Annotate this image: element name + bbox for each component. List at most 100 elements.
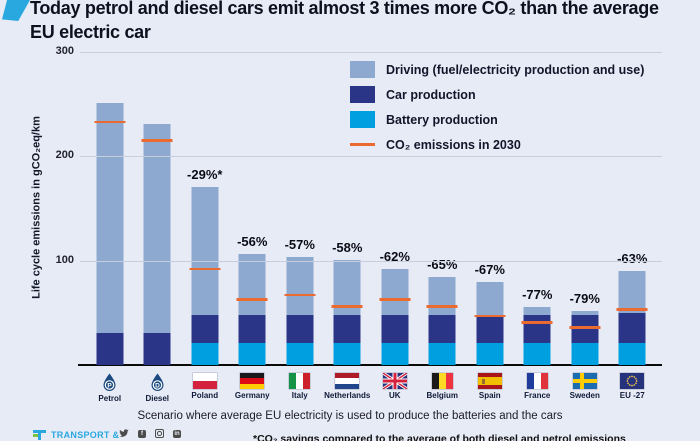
- bar-segment: [428, 343, 456, 365]
- twitter-icon: [119, 429, 129, 437]
- bar-segment: [476, 343, 504, 365]
- bar-column-sweden: -79%: [561, 52, 609, 365]
- flag-spain-icon: [477, 373, 502, 389]
- bar-stack: [286, 256, 314, 365]
- bar-segment: [618, 271, 646, 313]
- co2-2030-marker: [474, 314, 506, 318]
- bar-column-italy: -57%: [276, 52, 324, 365]
- bar-segment: [523, 343, 551, 365]
- x-axis-categories: P Petrol D Diesel Poland Germany Italy Netherla…: [86, 373, 656, 403]
- bar-segment: [571, 310, 599, 315]
- category-label: Poland: [191, 391, 219, 400]
- category-label: Belgium: [426, 391, 459, 400]
- bar-column-uk: -62%: [371, 52, 419, 365]
- scenario-footnote: Scenario where average EU electricity is…: [137, 410, 563, 422]
- bar-segment: [96, 103, 124, 333]
- bar-segment: [381, 269, 409, 315]
- bar-segment: [428, 277, 456, 315]
- bar-segment: [238, 254, 266, 315]
- chart-title: Today petrol and diesel cars emit almost…: [30, 0, 690, 44]
- bar-segment: [96, 332, 124, 365]
- bar-column-petrol: [86, 52, 134, 365]
- instagram-icon: [155, 429, 164, 438]
- flag-poland-icon: [192, 373, 217, 389]
- car-production-swatch-icon: [350, 86, 375, 103]
- bar-segment: [476, 314, 504, 344]
- flag-netherlands-icon: [335, 373, 360, 389]
- diesel-drop-icon: D: [151, 373, 164, 391]
- x-category-spain: Spain: [466, 373, 514, 403]
- linkedin-icon: in: [173, 429, 181, 438]
- flag-italy-icon: [289, 373, 311, 389]
- x-category-eu-27: EU -27: [609, 373, 657, 403]
- bar-stack: [143, 124, 171, 365]
- flag-belgium-icon: [431, 373, 453, 389]
- bar-stack: [428, 277, 456, 365]
- savings-percent-label: -62%: [379, 249, 410, 264]
- savings-percent-label: -57%: [284, 236, 315, 252]
- x-category-netherlands: Netherlands: [324, 373, 372, 403]
- co2-2030-marker: [94, 120, 126, 124]
- category-label: EU -27: [619, 391, 645, 400]
- bar-column-france: -77%: [514, 52, 562, 365]
- bar-stack: [618, 271, 646, 365]
- x-category-france: France: [514, 373, 562, 403]
- y-tick-label: 100: [55, 253, 74, 266]
- bar-segment: [143, 332, 171, 365]
- savings-percent-label: -63%: [617, 251, 648, 267]
- chart-title-line1: Today petrol and diesel cars emit almost…: [30, 0, 659, 18]
- bar-stack: [191, 186, 219, 365]
- gridline-300: [80, 52, 662, 53]
- category-label: Spain: [478, 391, 501, 400]
- chart-legend: Driving (fuel/electricity production and…: [350, 61, 644, 161]
- bar-segment: [381, 343, 409, 365]
- bar-column-belgium: -65%: [419, 52, 467, 365]
- bar-stack: [571, 310, 599, 365]
- bar-column-netherlands: -58%: [324, 52, 372, 365]
- bar-segment: [191, 314, 219, 344]
- co2-2030-marker: [426, 305, 458, 308]
- asterisk-footnote: *CO₂ savings compared to the average of …: [253, 433, 626, 441]
- bar-stack: [381, 269, 409, 365]
- category-label: Italy: [291, 391, 308, 400]
- category-label: UK: [388, 391, 401, 400]
- category-label: Petrol: [98, 394, 122, 403]
- bar-column-spain: -67%: [466, 52, 514, 365]
- battery-production-swatch-icon: [350, 111, 375, 128]
- bar-column-poland: -29%*: [181, 52, 229, 365]
- flag-germany-icon: [240, 373, 265, 389]
- savings-percent-label: -79%: [569, 290, 600, 306]
- facebook-icon: f: [138, 429, 146, 438]
- legend-label: Battery production: [386, 112, 498, 127]
- legend-label: Car production: [386, 87, 476, 102]
- te-logo-icon: [33, 429, 47, 440]
- legend-item-co2-2030: CO₂ emissions in 2030: [350, 136, 644, 153]
- svg-text:P: P: [108, 382, 113, 389]
- co2-2030-marker: [236, 298, 268, 301]
- bar-segment: [191, 186, 219, 315]
- legend-label: CO₂ emissions in 2030: [386, 137, 521, 152]
- bar-segment: [428, 314, 456, 344]
- bar-segment: [523, 314, 551, 344]
- co2-2030-marker: [331, 305, 363, 308]
- bar-segment: [238, 343, 266, 365]
- bar-segment: [191, 343, 219, 365]
- bar-segment: [618, 312, 646, 344]
- bar-stack: [333, 259, 361, 365]
- legend-item-driving: Driving (fuel/electricity production and…: [350, 61, 644, 78]
- x-category-sweden: Sweden: [561, 373, 609, 403]
- x-category-poland: Poland: [181, 373, 229, 403]
- co2-2030-marker: [616, 308, 648, 311]
- legend-label: Driving (fuel/electricity production and…: [386, 62, 645, 77]
- x-category-germany: Germany: [229, 373, 277, 403]
- category-label: Germany: [234, 391, 270, 400]
- co2-2030-marker: [141, 139, 173, 142]
- category-label: Sweden: [569, 391, 600, 400]
- bar-segment: [571, 343, 599, 365]
- bar-stack: [523, 306, 551, 365]
- bar-segment: [286, 343, 314, 365]
- savings-percent-label: -56%: [237, 234, 268, 250]
- logo-text: TRANSPORT &: [51, 429, 120, 440]
- bar-segment: [333, 314, 361, 344]
